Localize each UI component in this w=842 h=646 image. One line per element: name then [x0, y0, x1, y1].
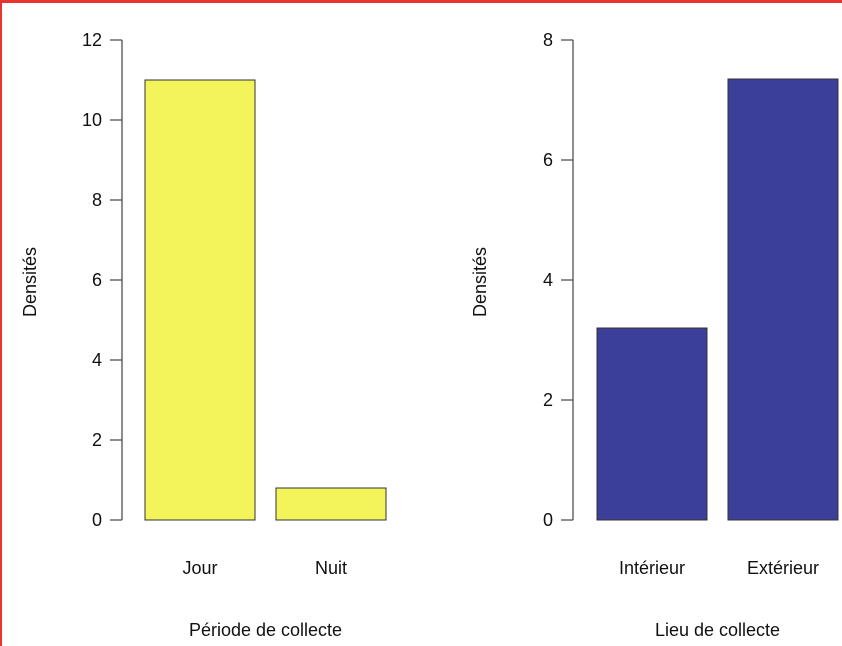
x-axis-title-periode: Période de collecte — [189, 620, 342, 640]
bar-jour — [144, 79, 256, 521]
bar-nuit — [275, 487, 387, 521]
y-axis-title-lieu: Densités — [470, 247, 490, 317]
y-tick-label-lieu-4: 8 — [543, 30, 553, 50]
category-label-nuit: Nuit — [315, 558, 347, 578]
x-axis-title-lieu: Lieu de collecte — [655, 620, 780, 640]
category-label-intrieur: Intérieur — [619, 558, 685, 578]
bar-intrieur — [596, 327, 708, 521]
chart-periode-de-collecte: 0 2 4 6 8 10 12 Jour Nuit Période de collecte Dens… — [20, 30, 387, 640]
y-tick-label-lieu-2: 4 — [543, 270, 553, 290]
frame-border-top — [0, 0, 842, 3]
category-label-extrieur: Extérieur — [747, 558, 819, 578]
frame-border-left — [0, 0, 2, 646]
y-tick-label-lieu-0: 0 — [543, 510, 553, 530]
y-tick-label-periode-6: 12 — [82, 30, 102, 50]
y-tick-label-periode-2: 4 — [92, 350, 102, 370]
bar-extrieur — [727, 78, 839, 521]
y-axis-title-periode: Densités — [20, 247, 40, 317]
y-tick-label-lieu-3: 6 — [543, 150, 553, 170]
y-tick-label-periode-4: 8 — [92, 190, 102, 210]
y-tick-label-periode-5: 10 — [82, 110, 102, 130]
category-label-jour: Jour — [182, 558, 217, 578]
chart-lieu-de-collecte: 0 2 4 6 8 Intérieur Extérieur Lieu de collecte D… — [470, 30, 839, 640]
y-tick-label-periode-3: 6 — [92, 270, 102, 290]
y-tick-label-periode-1: 2 — [92, 430, 102, 450]
y-tick-label-periode-0: 0 — [92, 510, 102, 530]
y-tick-label-lieu-1: 2 — [543, 390, 553, 410]
